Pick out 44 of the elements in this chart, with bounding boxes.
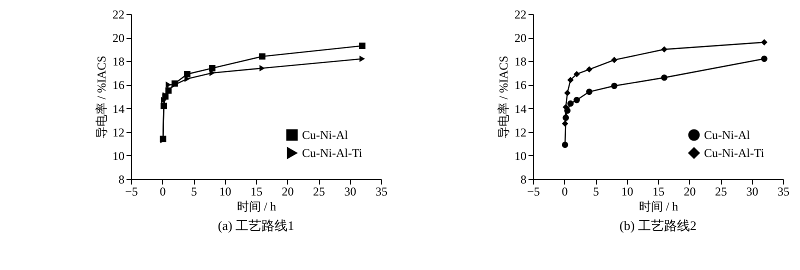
x-tick-label: 15 [250, 184, 262, 198]
x-tick-label: 25 [313, 184, 325, 198]
x-tick-label: 5 [593, 184, 599, 198]
y-tick-label: 12 [514, 125, 526, 140]
y-tick-label: 12 [112, 125, 124, 140]
y-tick-label: 8 [520, 172, 526, 186]
x-tick-label: 30 [344, 184, 356, 198]
x-tick-label: −5 [125, 184, 138, 198]
y-axis-title: 导电率 / %IACS [496, 56, 510, 138]
x-tick-label: 30 [746, 184, 758, 198]
legend-label: Cu-Ni-Al [302, 128, 349, 142]
y-tick-label: 10 [112, 148, 124, 163]
legend-label: Cu-Ni-Al-Ti [704, 146, 765, 160]
y-tick-label: 22 [514, 8, 526, 22]
y-tick-label: 22 [112, 8, 124, 22]
text: (b) 工艺路线2 [620, 218, 696, 233]
y-tick-label: 16 [514, 78, 526, 92]
legend-label: Cu-Ni-Al-Ti [302, 146, 363, 160]
y-tick-label: 20 [514, 31, 526, 46]
x-tick-label: 35 [376, 184, 388, 198]
x-tick-label: 25 [715, 184, 727, 198]
legend-label: Cu-Ni-Al [704, 128, 751, 142]
x-tick-label: 0 [160, 184, 166, 198]
y-tick-label: 10 [514, 148, 526, 163]
x-tick-label: 5 [191, 184, 197, 198]
x-axis-title: 时间 / h [638, 200, 678, 214]
y-tick-label: 20 [112, 31, 124, 46]
text: (a) 工艺路线1 [218, 218, 294, 233]
x-tick-label: −5 [527, 184, 540, 198]
x-tick-label: 10 [219, 184, 232, 198]
x-tick-label: 20 [684, 184, 696, 198]
y-axis-title: 导电率 / %IACS [94, 56, 108, 138]
x-axis-title: 时间 / h [236, 200, 276, 214]
y-tick-label: 18 [112, 54, 124, 69]
x-tick-label: 10 [621, 184, 634, 198]
x-tick-label: 20 [282, 184, 294, 198]
y-tick-label: 14 [112, 102, 124, 116]
x-tick-label: 0 [562, 184, 568, 198]
x-tick-label: 15 [652, 184, 664, 198]
y-tick-label: 8 [118, 172, 124, 186]
y-tick-label: 16 [112, 78, 124, 92]
x-tick-label: 35 [778, 184, 790, 198]
y-tick-label: 14 [514, 102, 526, 116]
y-tick-label: 18 [514, 54, 526, 69]
